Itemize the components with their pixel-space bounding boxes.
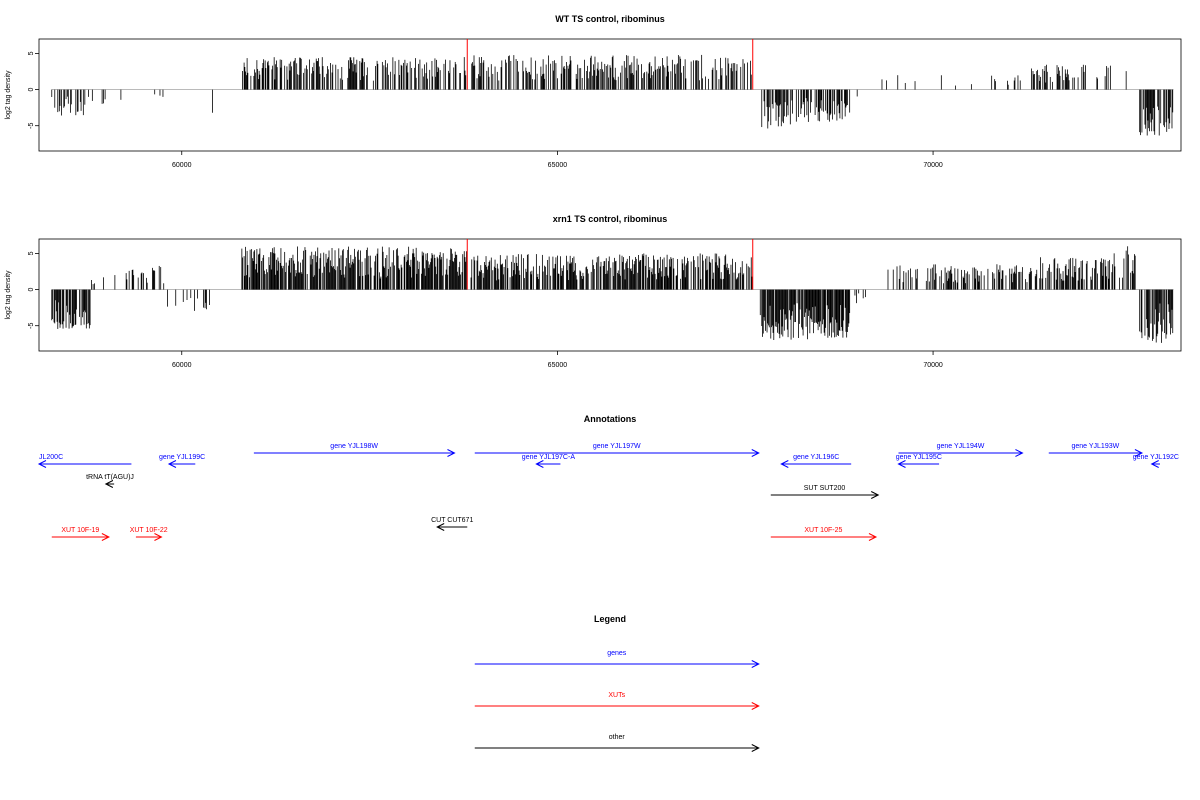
annotation-feature-arrowhead bbox=[1134, 449, 1144, 457]
annotation-feature[interactable]: gene YJL192C bbox=[1133, 454, 1179, 468]
legend-entry: genes bbox=[474, 650, 760, 668]
annotation-feature-arrowhead bbox=[436, 523, 445, 531]
xrn1-y-tick-label: 5 bbox=[28, 251, 35, 255]
wt-x-tick-label: 70000 bbox=[923, 162, 943, 169]
xrn1-x-tick-label: 60000 bbox=[172, 362, 192, 369]
legend-entry-label: genes bbox=[607, 650, 627, 657]
legend-entry: other bbox=[474, 734, 760, 752]
wt-x-axis: 60000 65000 70000 bbox=[172, 151, 943, 169]
annotation-feature-arrowhead bbox=[1015, 449, 1024, 457]
annotation-feature-arrowhead bbox=[870, 491, 880, 499]
legend-entry-label: other bbox=[609, 734, 626, 741]
annotation-features: JL200C gene YJL199C gene YJL198W gene YJL19… bbox=[37, 443, 1179, 541]
annotation-label: gene YJL192C bbox=[1133, 454, 1179, 461]
annotation-feature-arrowhead bbox=[780, 460, 789, 468]
annotation-feature[interactable]: gene YJL196C bbox=[780, 454, 852, 468]
annotation-feature-arrowhead bbox=[101, 533, 110, 541]
annotation-feature-arrowhead bbox=[751, 449, 760, 457]
annotation-label: gene YJL194W bbox=[937, 443, 985, 450]
annotation-label: XUT 10F-19 bbox=[61, 527, 99, 534]
legend-entry-arrowhead bbox=[751, 744, 760, 752]
annotation-feature-arrowhead bbox=[154, 533, 163, 541]
xrn1-x-axis: 60000 65000 70000 bbox=[172, 351, 943, 369]
annotation-feature[interactable]: JL200C bbox=[37, 454, 132, 468]
xrn1-x-tick-label: 70000 bbox=[923, 362, 943, 369]
annotation-feature-arrowhead bbox=[447, 449, 456, 457]
xrn1-panel-title: xrn1 TS control, ribominus bbox=[553, 214, 668, 224]
annotation-label: SUT SUT200 bbox=[804, 485, 846, 492]
wt-plot-frame bbox=[38, 38, 1182, 152]
annotation-label: gene YJL199C bbox=[159, 454, 205, 461]
xrn1-y-tick-label: 0 bbox=[28, 288, 35, 292]
wt-y-tick-label: 5 bbox=[28, 51, 35, 55]
legend-entry-arrowhead bbox=[751, 702, 760, 710]
annotation-feature[interactable]: gene YJL195C bbox=[896, 454, 942, 468]
annotation-label: gene YJL197W bbox=[593, 443, 641, 450]
wt-y-tick-label: -5 bbox=[28, 122, 35, 128]
xrn1-x-tick-label: 65000 bbox=[548, 362, 568, 369]
xrn1-density-panel: xrn1 TS control, ribominus log2 tag dens… bbox=[5, 214, 1182, 369]
annotation-feature[interactable]: gene YJL194W bbox=[898, 443, 1024, 457]
annotation-feature[interactable]: XUT 10F-25 bbox=[770, 527, 878, 541]
annotation-feature[interactable]: gene YJL197W bbox=[474, 443, 760, 457]
wt-x-tick-label: 65000 bbox=[548, 162, 568, 169]
annotation-feature-arrowhead bbox=[37, 460, 47, 468]
xrn1-bars bbox=[51, 239, 1174, 343]
legend-entry: XUTs bbox=[474, 692, 760, 710]
annotation-feature[interactable]: SUT SUT200 bbox=[770, 485, 880, 499]
wt-bars bbox=[51, 39, 1174, 136]
annotation-feature-arrowhead bbox=[1150, 460, 1159, 468]
legend: Legend genes XUTs other bbox=[474, 614, 760, 752]
xrn1-y-axis: -5 0 5 bbox=[28, 251, 39, 329]
wt-panel-title: WT TS control, ribominus bbox=[555, 14, 665, 24]
annotations-title: Annotations bbox=[584, 414, 637, 424]
annotation-label: CUT CUT671 bbox=[431, 517, 473, 524]
annotation-feature[interactable]: XUT 10F-19 bbox=[51, 527, 110, 541]
wt-x-tick-label: 60000 bbox=[172, 162, 192, 169]
annotation-label: gene YJL197C-A bbox=[522, 454, 576, 461]
wt-ylabel: log2 tag density bbox=[5, 70, 12, 120]
annotation-label: tRNA tT(AGU)J bbox=[86, 474, 134, 481]
annotation-feature[interactable]: gene YJL197C-A bbox=[522, 454, 576, 468]
annotation-feature[interactable]: gene YJL199C bbox=[159, 454, 205, 468]
wt-density-panel: WT TS control, ribominus log2 tag densit… bbox=[5, 14, 1182, 169]
annotation-feature[interactable]: gene YJL193W bbox=[1048, 443, 1144, 457]
annotation-feature-arrowhead bbox=[535, 460, 544, 468]
wt-y-axis: -5 0 5 bbox=[28, 51, 39, 129]
annotation-feature[interactable]: tRNA tT(AGU)J bbox=[86, 474, 134, 488]
annotation-feature[interactable]: CUT CUT671 bbox=[431, 517, 473, 531]
xrn1-y-tick-label: -5 bbox=[28, 322, 35, 328]
legend-title: Legend bbox=[594, 614, 626, 624]
legend-entries: genes XUTs other bbox=[474, 650, 760, 752]
xrn1-ylabel: log2 tag density bbox=[5, 270, 12, 320]
annotation-label: JL200C bbox=[39, 454, 63, 461]
annotation-label: XUT 10F-22 bbox=[130, 527, 168, 534]
annotation-label: gene YJL198W bbox=[330, 443, 378, 450]
wt-y-tick-label: 0 bbox=[28, 88, 35, 92]
legend-entry-label: XUTs bbox=[608, 692, 625, 699]
annotation-label: gene YJL195C bbox=[896, 454, 942, 461]
xrn1-plot-frame bbox=[38, 238, 1182, 352]
annotation-feature-arrowhead bbox=[868, 533, 878, 541]
annotation-label: gene YJL196C bbox=[793, 454, 839, 461]
annotations-track: Annotations JL200C gene YJL199C gene YJL19… bbox=[37, 414, 1179, 541]
annotation-label: gene YJL193W bbox=[1071, 443, 1119, 450]
annotation-label: XUT 10F-25 bbox=[804, 527, 842, 534]
annotation-feature[interactable]: XUT 10F-22 bbox=[130, 527, 168, 541]
legend-entry-arrowhead bbox=[751, 660, 760, 668]
annotation-feature-arrowhead bbox=[104, 480, 114, 488]
annotation-feature-arrowhead bbox=[167, 460, 177, 468]
annotation-feature[interactable]: gene YJL198W bbox=[253, 443, 456, 457]
annotation-feature-arrowhead bbox=[897, 460, 906, 468]
